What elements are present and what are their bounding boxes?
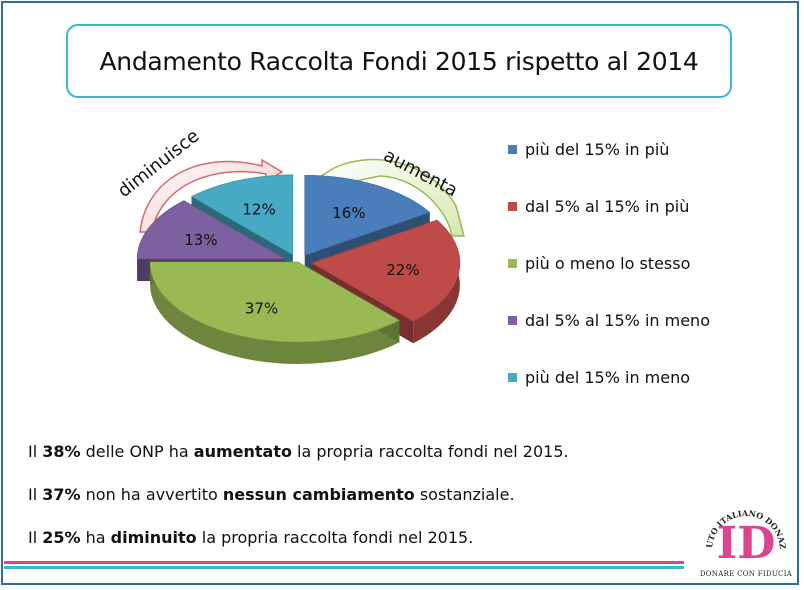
logo-mark: ISTITUTO ITALIANO DONAZIONE ID: [694, 480, 788, 569]
pie-slice-2: [149, 261, 400, 364]
legend-label-0: più del 15% in più: [525, 140, 670, 159]
pie-slice-top-4: [190, 174, 294, 256]
footer-line-teal: [4, 566, 684, 569]
legend-label-1: dal 5% al 15% in più: [525, 197, 690, 216]
finding-no-change: Il 37% non ha avvertito nessun cambiamen…: [28, 485, 515, 504]
pie-slice-top-1: [311, 219, 461, 322]
logo-caption: DONARE CON FIDUCIA: [699, 570, 793, 578]
legend-swatch-0: [508, 145, 517, 154]
legend-swatch-1: [508, 202, 517, 211]
legend-item-2: più o meno lo stesso: [508, 254, 690, 273]
data-label-2: 37%: [245, 300, 278, 318]
arrow-increase: [316, 158, 465, 237]
data-label-1: 22%: [386, 261, 419, 279]
legend-label-2: più o meno lo stesso: [525, 254, 691, 273]
legend-item-4: più del 15% in meno: [508, 368, 690, 387]
legend-item-0: più del 15% in più: [508, 140, 669, 159]
legend-label-3: dal 5% al 15% in meno: [525, 311, 710, 330]
legend-swatch-2: [508, 259, 517, 268]
logo: ISTITUTO ITALIANO DONAZIONE ID DONARE CO…: [694, 480, 794, 580]
legend-item-1: dal 5% al 15% in più: [508, 197, 689, 216]
data-label-3: 13%: [184, 231, 217, 249]
footer-line-pink: [4, 561, 684, 564]
pie-slice-top-3: [136, 200, 287, 260]
page-title: Andamento Raccolta Fondi 2015 rispetto a…: [99, 46, 699, 76]
legend-label-4: più del 15% in meno: [525, 368, 691, 387]
pie-slice-top-2: [149, 261, 400, 343]
logo-letters: ID: [717, 518, 776, 569]
legend-swatch-4: [508, 373, 517, 382]
legend-swatch-3: [508, 316, 517, 325]
finding-increase: Il 38% delle ONP ha aumentato la propria…: [28, 442, 569, 461]
pie-slice-top-0: [304, 174, 431, 256]
pie-slice-side-2: [150, 262, 400, 364]
finding-decrease: Il 25% ha diminuito la propria raccolta …: [28, 528, 474, 547]
data-label-0: 16%: [332, 204, 365, 222]
legend-item-3: dal 5% al 15% in meno: [508, 311, 710, 330]
data-label-4: 12%: [242, 201, 275, 219]
title-box: Andamento Raccolta Fondi 2015 rispetto a…: [66, 24, 732, 98]
